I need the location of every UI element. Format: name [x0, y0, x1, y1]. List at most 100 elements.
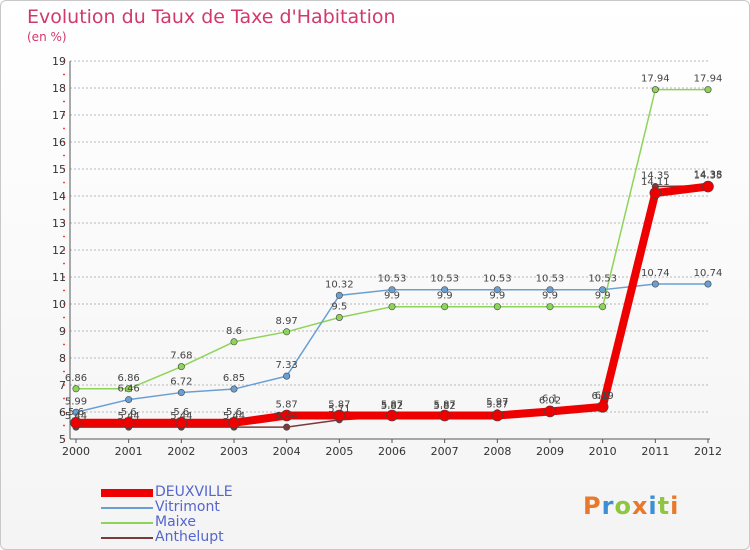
legend-label-anthelupt: Anthelupt: [155, 529, 224, 545]
data-label-maixe: 9.9: [384, 291, 400, 302]
y-minor-mark: [63, 127, 65, 130]
data-point-vitrimont: [177, 389, 185, 397]
data-point-maixe: [599, 303, 607, 311]
y-minor-mark: [63, 100, 65, 103]
data-point-deuxville: [280, 409, 293, 422]
y-tick-label: 15: [52, 163, 66, 176]
y-minor-mark: [63, 154, 65, 157]
data-label-vitrimont: 7.33: [276, 360, 298, 371]
y-minor-mark: [63, 330, 65, 332]
data-point-deuxville: [649, 187, 662, 199]
data-label-vitrimont: 10.74: [641, 268, 670, 279]
y-minor-mark: [63, 438, 65, 440]
data-point-maixe: [441, 303, 449, 311]
data-label-anthelupt: 14.38: [694, 170, 723, 181]
y-minor-mark: [63, 181, 65, 184]
data-label-anthelupt: 5.44: [118, 411, 140, 422]
data-label-deuxville: 5.87: [486, 400, 508, 411]
data-point-deuxville: [386, 409, 398, 422]
data-label-deuxville: 5.87: [434, 400, 456, 411]
x-tick-label: 2010: [589, 445, 617, 458]
data-label-deuxville: 5.6: [226, 407, 242, 418]
data-label-maixe: 8.6: [226, 326, 242, 337]
data-point-vitrimont: [651, 280, 659, 288]
data-point-vitrimont: [441, 286, 449, 294]
data-label-deuxville: 5.6: [173, 407, 189, 418]
data-label-maixe: 9.5: [331, 302, 347, 313]
data-point-maixe: [704, 86, 712, 94]
x-tick-label: 2001: [115, 445, 143, 458]
data-label-vitrimont: 10.32: [325, 279, 354, 290]
data-point-maixe: [125, 385, 133, 393]
x-tick-label: 2003: [220, 445, 248, 458]
x-tick-label: 2008: [483, 445, 511, 458]
data-label-anthelupt: 14.35: [641, 171, 670, 182]
logo-letter: x: [631, 492, 649, 520]
x-tick-label: 2012: [694, 445, 722, 458]
data-label-deuxville: 5.6: [121, 407, 137, 418]
data-label-maixe: 9.9: [595, 291, 611, 302]
data-point-deuxville: [702, 180, 714, 193]
y-minor-mark: [63, 114, 65, 116]
proxiti-logo: Proxiti: [583, 492, 679, 520]
data-label-maixe: 17.94: [694, 74, 723, 85]
data-label-anthelupt: 5.82: [434, 401, 456, 412]
y-tick-label: 11: [52, 271, 66, 284]
data-point-maixe: [335, 313, 343, 321]
y-tick-label: 6: [59, 406, 66, 419]
logo-letter: t: [657, 492, 671, 520]
legend-item-anthelupt: Anthelupt: [101, 530, 233, 545]
data-point-maixe: [546, 303, 554, 311]
data-point-vitrimont: [72, 408, 80, 416]
legend-item-maixe: Maixe: [101, 515, 233, 530]
legend-label-vitrimont: Vitrimont: [155, 499, 220, 515]
data-point-maixe: [651, 86, 659, 94]
data-point-deuxville: [122, 416, 135, 429]
logo-letter: i: [670, 492, 680, 520]
y-minor-mark: [63, 208, 65, 211]
legend-item-deuxville: DEUXVILLE: [101, 485, 233, 500]
data-label-deuxville: 14.35: [694, 171, 723, 182]
y-minor-mark: [63, 73, 65, 76]
y-minor-mark: [63, 370, 65, 373]
data-point-deuxville: [333, 409, 346, 422]
data-label-vitrimont: 6.46: [118, 384, 140, 395]
y-minor-mark: [63, 289, 65, 292]
x-tick-label: 2004: [273, 445, 301, 458]
data-point-vitrimont: [493, 286, 501, 294]
y-minor-mark: [63, 276, 65, 278]
y-minor-mark: [63, 316, 65, 319]
y-minor-mark: [63, 357, 65, 359]
chart-subtitle: (en %): [27, 30, 67, 44]
data-label-maixe: 9.9: [489, 291, 505, 302]
data-label-anthelupt: 5.71: [328, 404, 350, 415]
data-label-anthelupt: 5.44: [276, 411, 298, 422]
x-tick-label: 2000: [62, 445, 90, 458]
data-point-vitrimont: [125, 396, 133, 404]
data-point-vitrimont: [388, 286, 396, 294]
y-minor-mark: [63, 195, 65, 197]
data-label-anthelupt: 6.1: [542, 393, 558, 404]
data-label-deuxville: 5.6: [68, 407, 84, 418]
y-minor-mark: [63, 411, 65, 413]
data-point-vitrimont: [599, 286, 607, 294]
data-point-deuxville: [228, 416, 240, 429]
legend-label-maixe: Maixe: [155, 514, 197, 530]
legend: DEUXVILLE Vitrimont Maixe Anthelupt: [101, 485, 233, 545]
legend-swatch-deuxville: [101, 488, 153, 497]
data-point-maixe: [177, 363, 185, 371]
data-point-maixe: [283, 328, 291, 336]
logo-letter: P: [583, 492, 602, 520]
y-minor-mark: [63, 222, 65, 224]
y-tick-label: 8: [59, 352, 66, 365]
data-point-maixe: [72, 385, 80, 393]
y-tick-label: 7: [59, 379, 66, 392]
y-minor-mark: [63, 343, 65, 346]
data-label-anthelupt: 5.44: [65, 411, 87, 422]
y-minor-mark: [63, 87, 65, 89]
y-minor-mark: [63, 235, 65, 238]
data-label-deuxville: 6.02: [539, 395, 561, 406]
x-tick-label: 2002: [167, 445, 195, 458]
data-label-anthelupt: 6.2: [595, 391, 611, 402]
